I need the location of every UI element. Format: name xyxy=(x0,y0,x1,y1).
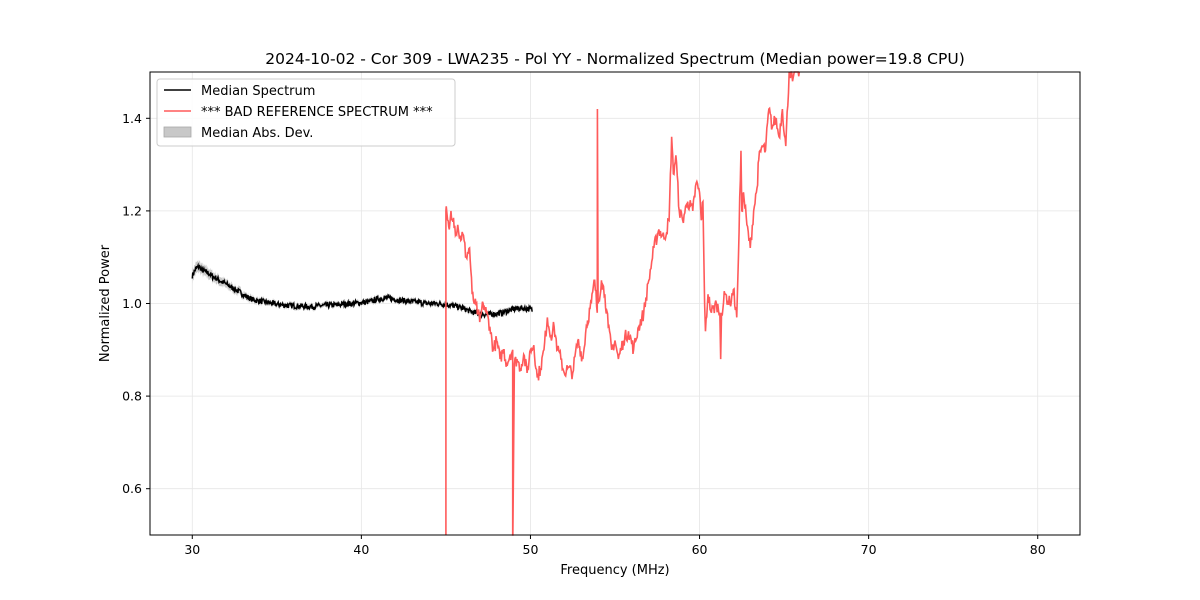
x-tick-label: 30 xyxy=(184,542,200,557)
x-axis-label: Frequency (MHz) xyxy=(560,563,669,578)
legend-box xyxy=(156,78,456,147)
x-tick-label: 40 xyxy=(353,542,369,557)
axis-ticks: 30 40 50 60 70 80 0.6 0.8 1.0 1.2 1.4 xyxy=(122,111,1046,557)
x-tick-label: 50 xyxy=(523,542,539,557)
y-tick-label: 0.8 xyxy=(122,389,142,404)
y-axis-label: Normalized Power xyxy=(98,244,113,362)
y-tick-label: 1.2 xyxy=(122,203,142,218)
x-tick-label: 70 xyxy=(861,542,877,557)
median-spectrum-line xyxy=(191,262,533,320)
bad-reference-line xyxy=(445,71,801,536)
legend-mad-swatch xyxy=(163,126,192,138)
legend-bad-label: *** BAD REFERENCE SPECTRUM *** xyxy=(201,105,433,120)
chart-title: 2024-10-02 - Cor 309 - LWA235 - Pol YY -… xyxy=(265,50,965,68)
x-tick-label: 80 xyxy=(1030,542,1046,557)
legend-mad-label: Median Abs. Dev. xyxy=(201,126,313,141)
legend-median-label: Median Spectrum xyxy=(201,84,315,99)
x-tick-label: 60 xyxy=(692,542,708,557)
y-tick-label: 0.6 xyxy=(122,481,142,496)
y-tick-label: 1.4 xyxy=(122,111,142,126)
plot-area xyxy=(191,71,801,536)
plot-frame xyxy=(149,71,1081,536)
legend: Median Spectrum *** BAD REFERENCE SPECTR… xyxy=(156,78,456,147)
y-tick-label: 1.0 xyxy=(122,296,142,311)
